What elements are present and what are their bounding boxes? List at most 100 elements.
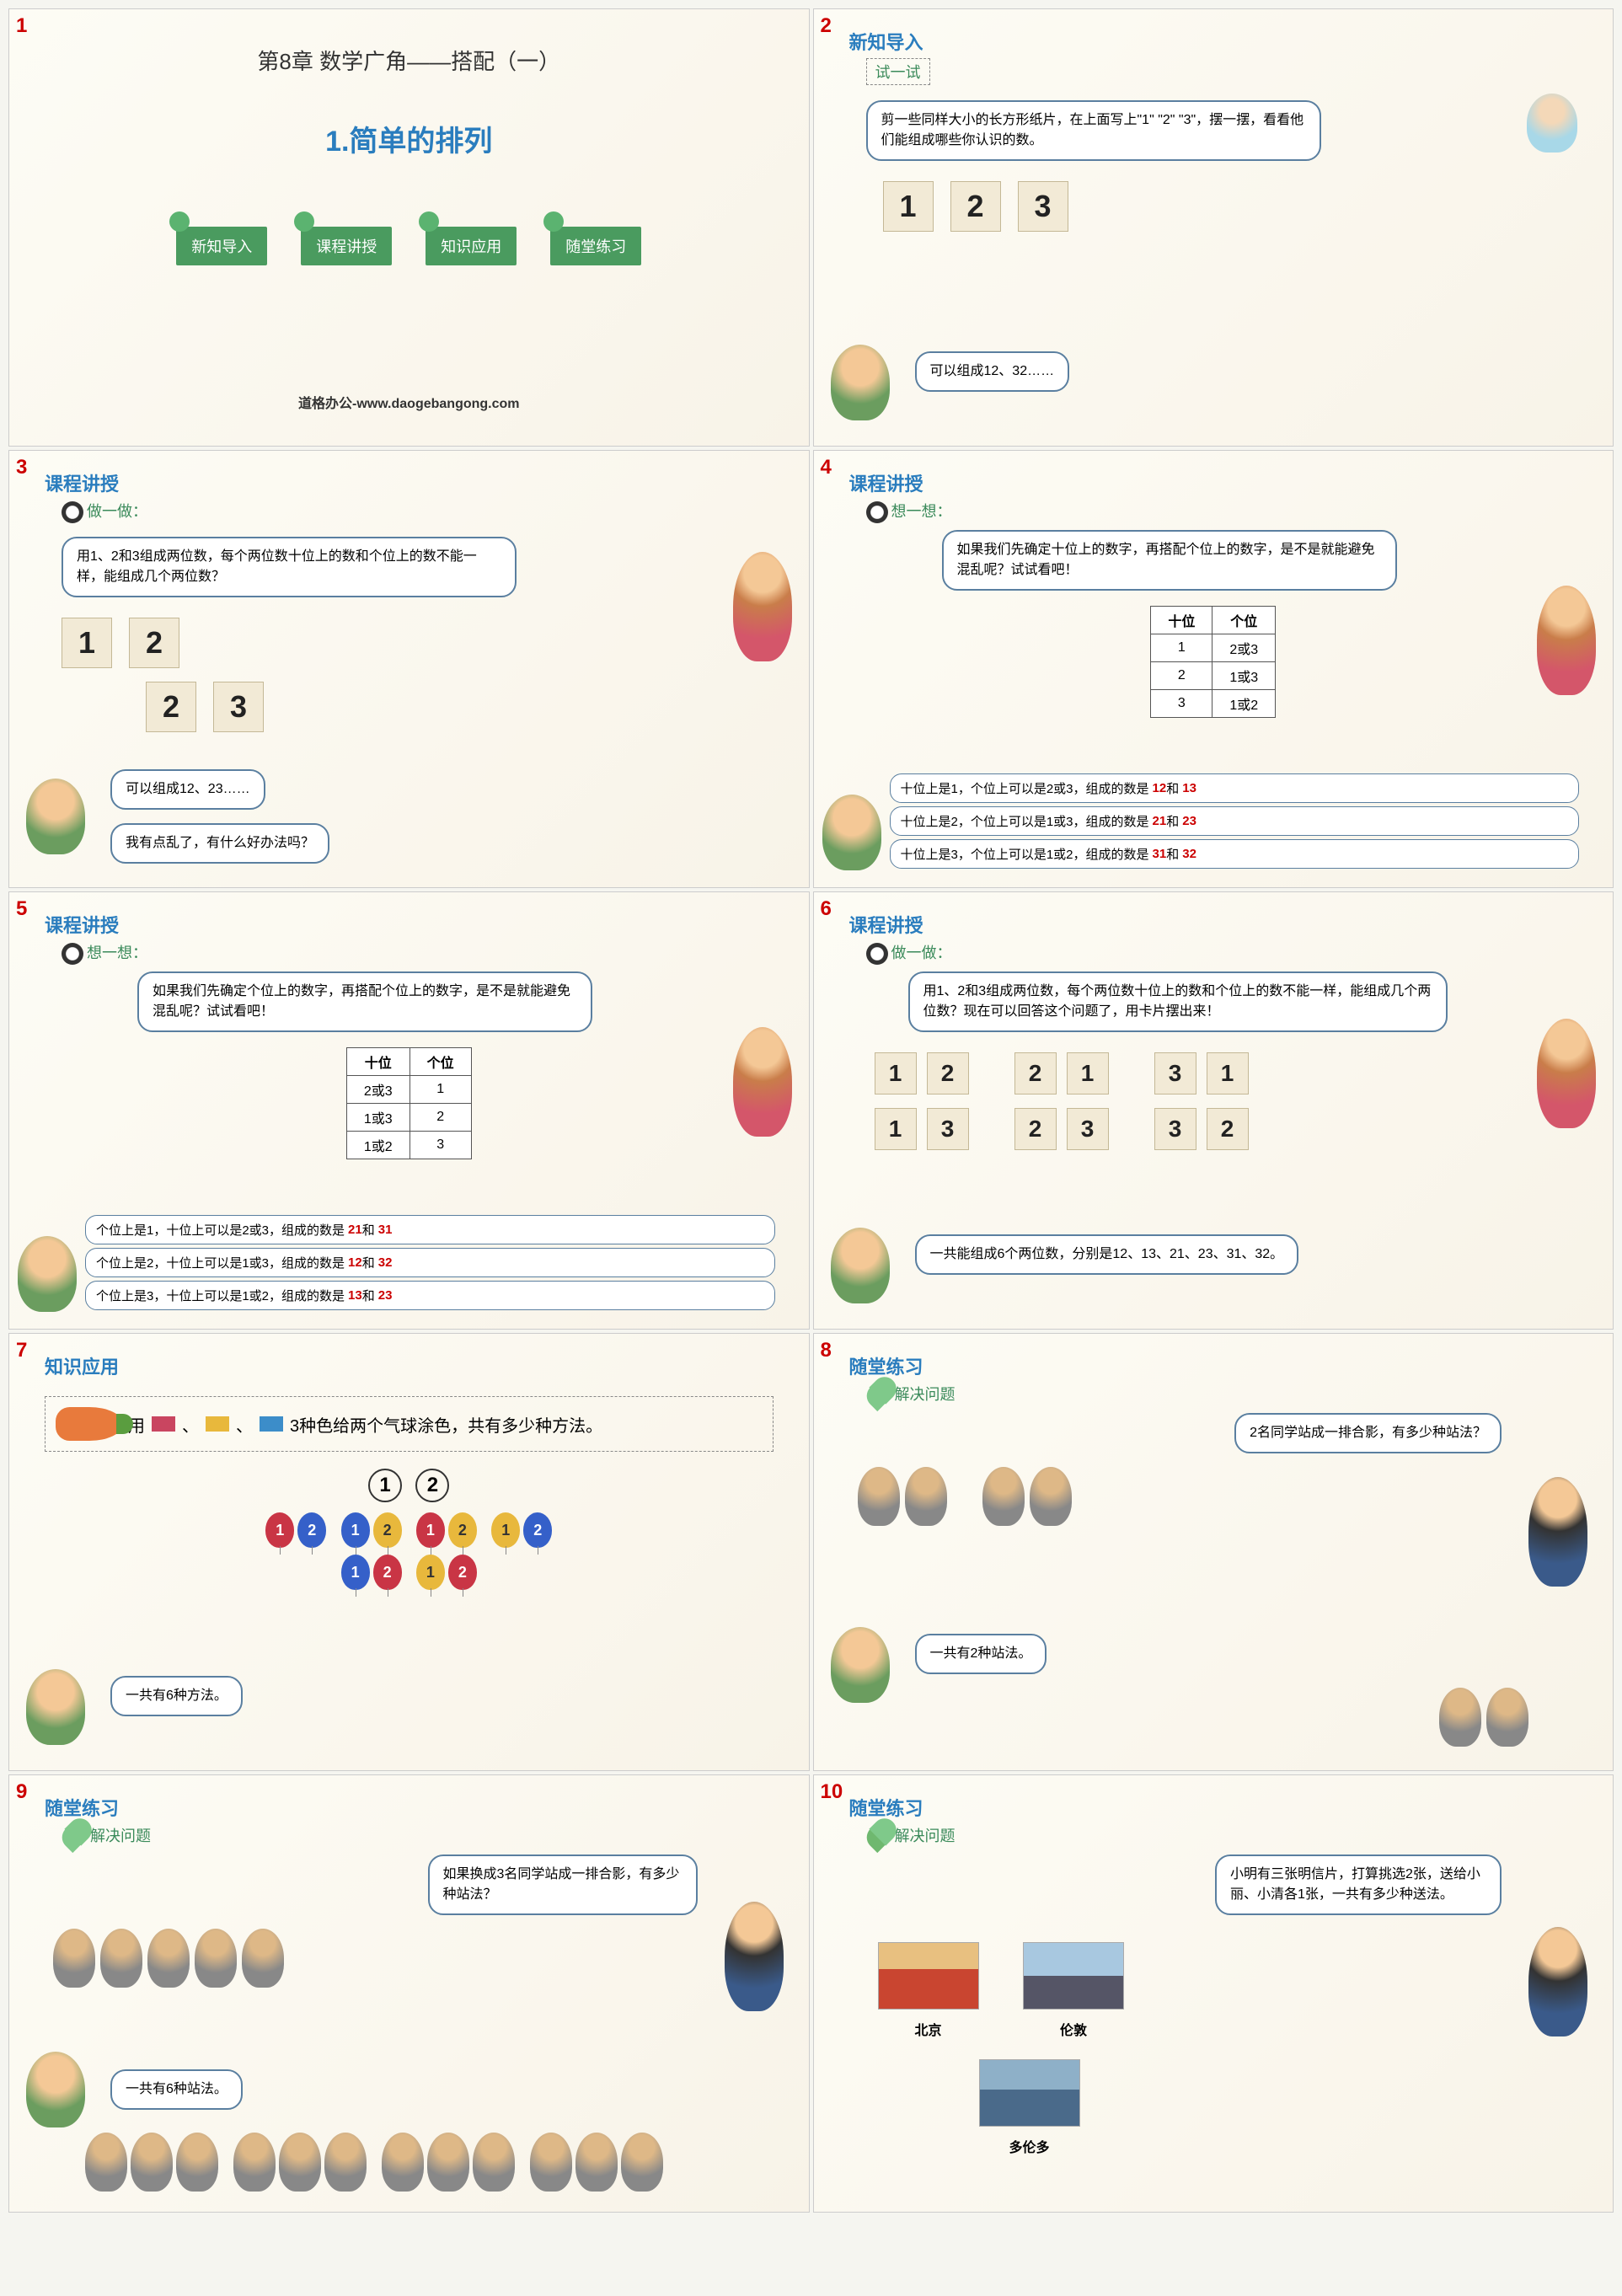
kid-icon: [575, 2133, 618, 2192]
num-card: 2: [1207, 1108, 1249, 1150]
kids-permutations: [85, 2133, 758, 2192]
num-card: 2: [950, 181, 1001, 232]
kid-icon: [279, 2133, 321, 2192]
prompt-bubble: 2名同学站成一排合影，有多少种站法？: [1234, 1413, 1502, 1453]
section-title: 随堂练习: [849, 1352, 1603, 1379]
num-card: 1: [883, 181, 934, 232]
kid-icon: [427, 2133, 469, 2192]
answer-bubble: 一共有6种方法。: [110, 1676, 243, 1716]
nav-teach[interactable]: 课程讲授: [301, 227, 392, 265]
prompt-bubble: 如果换成3名同学站成一排合影，有多少种站法？: [428, 1854, 698, 1915]
answer-bubble: 一共有2种站法。: [915, 1634, 1047, 1674]
kid-icon: [473, 2133, 515, 2192]
kid-icon: [858, 1467, 900, 1526]
num-card: 2: [927, 1052, 969, 1094]
answer-bubble: 一共有6种站法。: [110, 2069, 243, 2110]
postcard-toronto: [979, 2059, 1080, 2127]
city-label: 伦敦: [1020, 2019, 1127, 2039]
prompt-bubble: 如果我们先确定个位上的数字，再搭配个位上的数字，是不是就能避免混乱呢？试试看吧！: [137, 971, 592, 1032]
kid-icon: [621, 2133, 663, 2192]
teacher-avatar-icon: [1528, 1477, 1587, 1587]
nav-apply[interactable]: 知识应用: [426, 227, 517, 265]
slide-10: 10 随堂练习 解决问题 小明有三张明信片，打算挑选2张，送给小丽、小清各1张，…: [813, 1774, 1614, 2213]
result-line: 十位上是3，个位上可以是1或2，组成的数是31 和 32: [890, 839, 1580, 869]
kid-icon: [85, 2133, 127, 2192]
color-swatch-blue: [260, 1416, 283, 1432]
slide-9: 9 随堂练习 解决问题 如果换成3名同学站成一排合影，有多少种站法？ 一共有6种…: [8, 1774, 810, 2213]
kid-icon: [233, 2133, 276, 2192]
place-table: 十位个位 2或31 1或32 1或23: [346, 1047, 472, 1159]
nav-practice[interactable]: 随堂练习: [550, 227, 641, 265]
kids-row: [858, 1467, 1570, 1526]
fairy-icon: [1527, 94, 1577, 153]
kid-icon: [382, 2133, 424, 2192]
color-swatch-yellow: [206, 1416, 229, 1432]
kid-icon: [530, 2133, 572, 2192]
slide-4: 4 课程讲授 想一想： 如果我们先确定十位上的数字，再搭配个位上的数字，是不是就…: [813, 450, 1614, 888]
girl-avatar-icon: [831, 345, 890, 420]
slide-6: 6 课程讲授 做一做： 用1、2和3组成两位数，每个两位数十位上的数和个位上的数…: [813, 891, 1614, 1330]
girl-avatar-icon: [822, 795, 881, 870]
section-title: 课程讲授: [849, 911, 1603, 938]
num-card: 1: [875, 1052, 917, 1094]
girl-avatar-icon: [1537, 1019, 1596, 1128]
section-title: 随堂练习: [849, 1794, 1603, 1821]
girl-avatar-icon: [26, 2052, 85, 2127]
num-card: 3: [1067, 1108, 1109, 1150]
girl-avatar-icon: [733, 552, 792, 661]
section-title: 课程讲授: [849, 469, 1603, 496]
kid-icon: [176, 2133, 218, 2192]
num-card: 2: [1014, 1108, 1057, 1150]
th-tens: 十位: [1151, 607, 1212, 634]
question-bubble: 我有点乱了，有什么好办法吗？: [110, 823, 329, 864]
city-label: 北京: [875, 2019, 982, 2039]
answer-bubble: 可以组成12、32……: [915, 351, 1070, 392]
slide-5: 5 课程讲授 想一想： 如果我们先确定个位上的数字，再搭配个位上的数字，是不是就…: [8, 891, 810, 1330]
city-label: 多伦多: [976, 2136, 1084, 2156]
sub-section: 解决问题: [866, 1824, 1603, 1848]
slide-1: 1 第8章 数学广角——搭配（一） 1.简单的排列 新知导入 课程讲授 知识应用…: [8, 8, 810, 447]
panda-icon: [866, 943, 888, 965]
girl-avatar-icon: [831, 1627, 890, 1703]
prompt-mid: 3种色给两个气球涂色，共有多少种方法。: [290, 1412, 602, 1437]
num-card: 1: [1207, 1052, 1249, 1094]
num-card: 3: [213, 682, 264, 732]
section-title: 知识应用: [45, 1352, 799, 1379]
panda-icon: [866, 501, 888, 523]
section-title: 课程讲授: [45, 911, 799, 938]
section-title: 新知导入: [849, 28, 1603, 55]
postcard-beijing: [878, 1942, 979, 2010]
nav-buttons: 新知导入 课程讲授 知识应用 随堂练习: [19, 227, 799, 265]
kid-icon: [100, 1929, 142, 1988]
balloon-outline: 2: [415, 1469, 449, 1502]
th-ones: 个位: [1212, 607, 1276, 634]
sub-section: 试一试: [866, 58, 930, 85]
heart-icon: [861, 1821, 893, 1853]
nav-new[interactable]: 新知导入: [176, 227, 267, 265]
slide-2: 2 新知导入 试一试 剪一些同样大小的长方形纸片，在上面写上"1" "2" "3…: [813, 8, 1614, 447]
kid-icon: [53, 1929, 95, 1988]
girl-avatar-icon: [26, 779, 85, 854]
num-card: 3: [927, 1108, 969, 1150]
slide-number: 3: [16, 456, 27, 479]
slide-number: 10: [821, 1780, 843, 1804]
kid-icon: [905, 1467, 947, 1526]
kid-icon: [982, 1467, 1025, 1526]
postcard-london: [1023, 1942, 1124, 2010]
girl-avatar-icon: [1537, 586, 1596, 695]
panda-icon: [62, 943, 83, 965]
kid-icon: [195, 1929, 237, 1988]
num-card: 2: [1014, 1052, 1057, 1094]
kid-icon: [1439, 1688, 1481, 1747]
num-card: 3: [1154, 1108, 1196, 1150]
kid-icon: [1030, 1467, 1072, 1526]
prompt-bubble: 剪一些同样大小的长方形纸片，在上面写上"1" "2" "3"，摆一摆，看看他们能…: [866, 100, 1321, 161]
panda-icon: [62, 501, 83, 523]
num-card: 3: [1018, 181, 1068, 232]
answer-bubble: 可以组成12、23……: [110, 769, 265, 810]
result-line: 十位上是1，个位上可以是2或3，组成的数是12 和 13: [890, 773, 1580, 803]
balloon-combinations: 12 12: [45, 1553, 774, 1592]
teacher-avatar-icon: [725, 1902, 784, 2011]
answer-bubble: 一共能组成6个两位数，分别是12、13、21、23、31、32。: [915, 1234, 1299, 1275]
sub-section: 做一做：: [866, 941, 1603, 965]
